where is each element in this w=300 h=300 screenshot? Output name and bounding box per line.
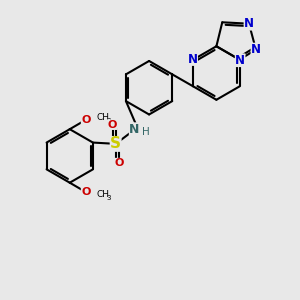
Text: O: O [107,120,117,130]
Text: O: O [115,158,124,168]
Text: 3: 3 [106,118,111,124]
Text: 3: 3 [106,195,111,201]
Text: H: H [142,127,149,137]
Text: S: S [110,136,121,152]
Text: CH: CH [96,190,109,199]
Text: O: O [81,187,91,197]
Text: N: N [129,123,140,136]
Text: N: N [188,52,198,66]
Text: CH: CH [96,113,109,122]
Text: N: N [244,17,254,30]
Text: O: O [81,115,91,125]
Text: N: N [251,43,261,56]
Text: N: N [235,54,245,67]
